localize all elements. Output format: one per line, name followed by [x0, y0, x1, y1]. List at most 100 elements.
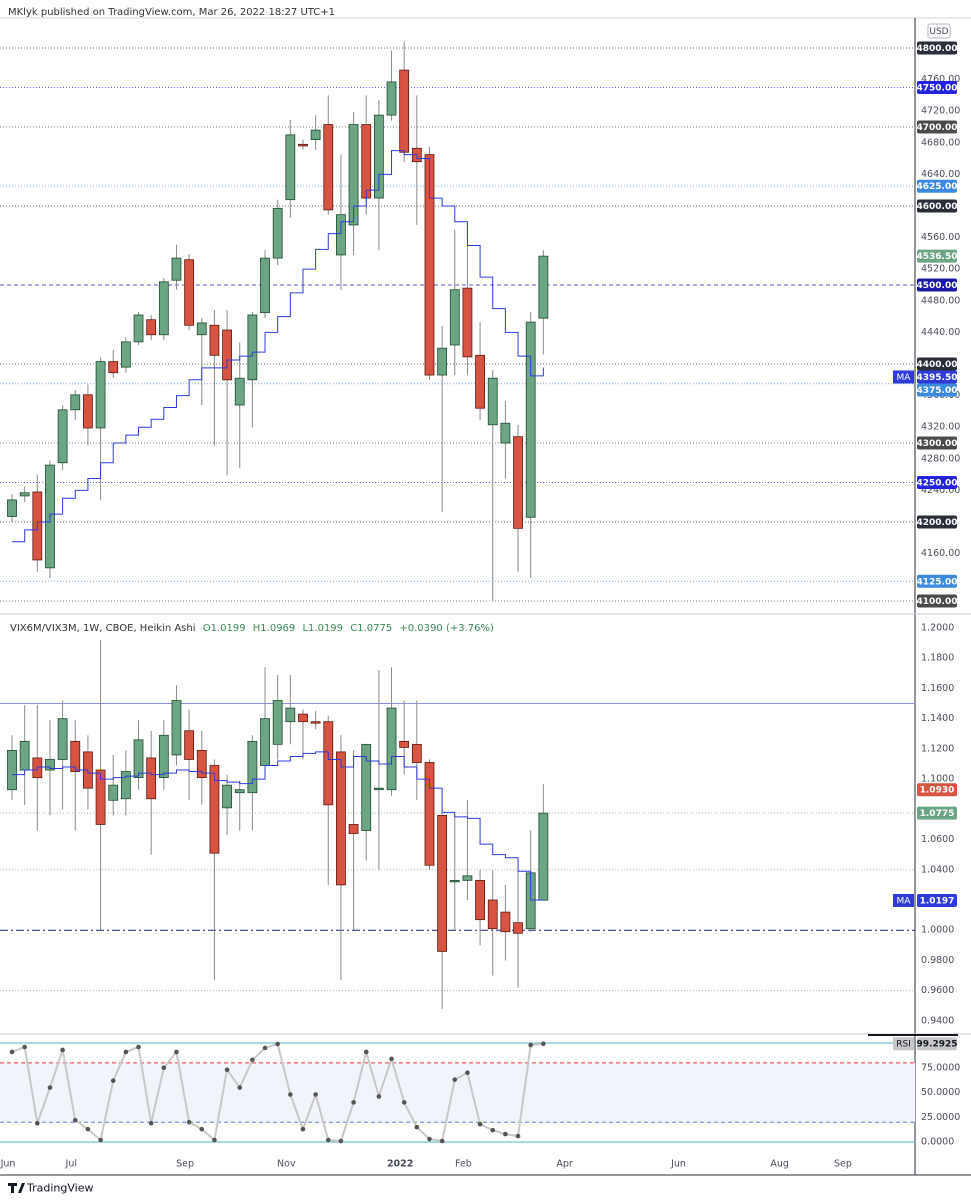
- price-label-bg: [917, 80, 957, 94]
- candle-body: [260, 718, 270, 766]
- series-marker: [401, 1100, 407, 1105]
- candle-body: [373, 787, 384, 791]
- candle-body: [437, 347, 448, 376]
- candle-body: [475, 879, 485, 921]
- price-label: 4375.00: [917, 386, 958, 396]
- series-marker: [503, 1131, 508, 1137]
- series-line: [12, 150, 544, 543]
- y-tick-label: 50.0000: [921, 1087, 960, 1098]
- price-label-bg: [917, 1037, 957, 1051]
- price-label-bg: [917, 278, 957, 292]
- candle-body: [184, 259, 195, 326]
- price-label: 4700.00: [917, 123, 958, 133]
- y-tick-label: 4160.00: [921, 548, 960, 559]
- price-label-bg: [917, 806, 957, 820]
- series-name: MA: [897, 373, 912, 383]
- series-line: [12, 751, 544, 901]
- candle-body: [108, 361, 119, 374]
- candle-body: [336, 214, 346, 256]
- plot-area: [0, 1041, 915, 1144]
- candle-body: [196, 750, 207, 779]
- candle-body: [95, 769, 106, 825]
- candle-body: [399, 69, 410, 153]
- series-marker: [72, 1117, 78, 1123]
- series-marker: [363, 1049, 369, 1055]
- series-marker: [465, 1070, 470, 1076]
- y-tick-label: 1.0000: [921, 925, 954, 936]
- price-label: 99.2925: [917, 1040, 958, 1050]
- price-label: 4200.00: [917, 518, 958, 528]
- pane: 75.0000 50.0000 25.0000 0.0000 Jun Jul Sep Nov 2…: [0, 1037, 960, 1170]
- y-tick-label: 0.9600: [921, 985, 954, 996]
- candle-body: [487, 899, 498, 930]
- candle-body: [361, 124, 372, 199]
- candle-body: [462, 287, 473, 358]
- price-label: 4300.00: [917, 439, 958, 449]
- y-tick-label: 1.0400: [921, 864, 954, 875]
- series-marker: [338, 1138, 344, 1144]
- series-marker: [224, 1067, 230, 1073]
- candle-body: [209, 324, 220, 356]
- candle-body: [222, 784, 232, 809]
- candle-body: [247, 314, 258, 381]
- series-name-bg: [893, 893, 914, 907]
- price-label-bg: [917, 476, 957, 490]
- price-label: 1.0775: [920, 809, 955, 819]
- candle-body: [120, 341, 131, 368]
- y-tick-label: 0.9400: [921, 1015, 954, 1026]
- y-tick-label: 4680.00: [921, 137, 960, 148]
- series-marker: [439, 1138, 445, 1144]
- price-label-bg: [917, 436, 957, 450]
- price-label-bg: [917, 249, 957, 263]
- plot-area: [0, 41, 915, 602]
- y-tick-label: 4560.00: [921, 232, 960, 243]
- pane-title: VIX6M/VIX3M, 1W, CBOE, Heikin Ashi: [10, 623, 196, 634]
- y-tick-label: 4720.00: [921, 106, 960, 117]
- candle-body: [323, 721, 334, 806]
- series-marker: [300, 1126, 306, 1132]
- candle-body: [513, 922, 523, 934]
- x-tick-label: Jun: [670, 1159, 686, 1170]
- y-tick-label: 4440.00: [921, 327, 960, 338]
- x-tick-label: Nov: [277, 1159, 296, 1170]
- series-marker: [490, 1127, 496, 1133]
- candle-body: [171, 257, 182, 281]
- logo[interactable]: TradingView: [8, 1182, 93, 1195]
- candle-body: [462, 875, 473, 881]
- y-tick-label: 0.9800: [921, 955, 954, 966]
- series-marker: [288, 1092, 293, 1097]
- candle-body: [120, 771, 131, 800]
- series-marker: [452, 1077, 458, 1082]
- candle-body: [361, 743, 372, 831]
- y-tick-label: 4520.00: [921, 264, 960, 275]
- y-tick-label: 1.2000: [921, 622, 954, 633]
- candle-body: [310, 721, 321, 724]
- price-label: 1.0197: [920, 896, 955, 906]
- series-marker: [237, 1085, 243, 1090]
- candle-body: [95, 361, 106, 429]
- candle-body: [222, 329, 232, 381]
- price-label: 4400.00: [917, 360, 958, 370]
- x-tick-label: Aug: [770, 1159, 789, 1170]
- candle-body: [184, 730, 195, 760]
- price-label-bg: [917, 120, 957, 134]
- candle-body: [234, 377, 245, 406]
- y-tick-label: 1.1200: [921, 743, 954, 754]
- candle-body: [424, 154, 435, 376]
- pane: 1.2000 1.1800 1.1600 1.1400 1.1200 1.1000 1.06…: [0, 622, 957, 1026]
- price-label: 4625.00: [917, 182, 958, 192]
- y-tick-label: 4280.00: [921, 453, 960, 464]
- currency-box[interactable]: [927, 23, 951, 39]
- x-tick-label: Apr: [556, 1159, 573, 1170]
- y-tick-label: 1.1400: [921, 713, 954, 724]
- series-marker: [161, 1065, 167, 1071]
- candle-body: [158, 281, 169, 336]
- series-marker: [275, 1041, 280, 1047]
- series-marker: [515, 1133, 521, 1139]
- candle-body: [57, 718, 68, 760]
- price-label-bg: [917, 383, 957, 397]
- price-label: 4100.00: [917, 597, 958, 607]
- candle-body: [285, 707, 296, 723]
- series-marker: [477, 1121, 483, 1127]
